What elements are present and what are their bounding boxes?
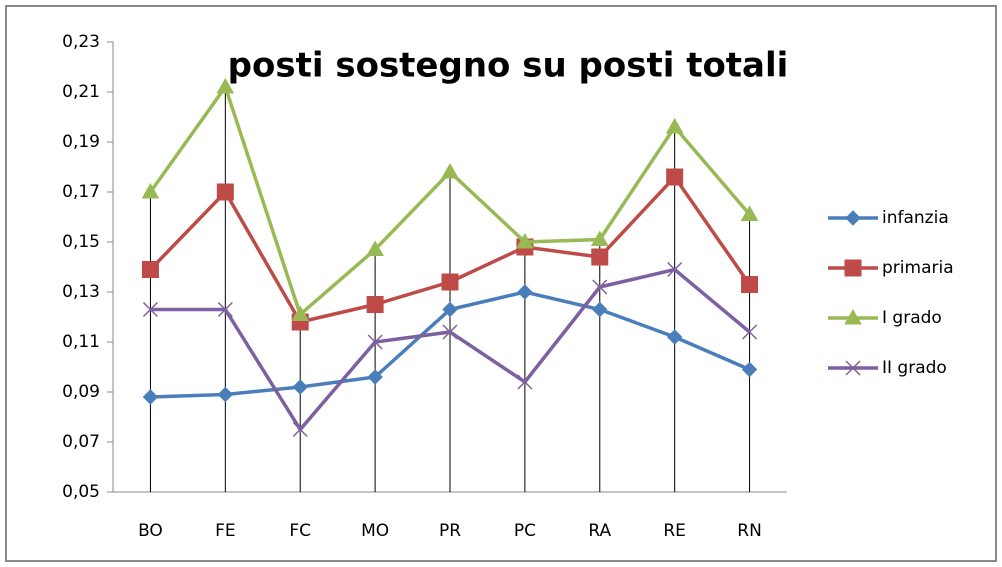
legend-marker (844, 259, 862, 277)
y-tick-label: 0,05 (62, 482, 100, 502)
x-tick-label: RN (737, 521, 762, 541)
data-point (142, 389, 159, 405)
data-point (442, 324, 458, 340)
data-point (217, 301, 233, 318)
y-tick-label: 0,21 (62, 82, 100, 102)
x-tick-label: RE (663, 521, 686, 541)
data-point (441, 273, 459, 291)
data-point (740, 205, 759, 221)
y-tick-label: 0,17 (62, 182, 100, 202)
legend-marker (844, 308, 862, 325)
data-point (517, 284, 533, 300)
x-tick-label: PR (439, 521, 461, 541)
data-point (292, 379, 308, 395)
data-point (742, 324, 758, 340)
legend-marker (845, 210, 861, 226)
data-point (366, 296, 384, 313)
chart-frame (5, 5, 997, 562)
y-tick-label: 0,07 (62, 432, 100, 452)
y-tick-label: 0,15 (62, 232, 100, 252)
data-point (142, 301, 158, 318)
data-point (592, 301, 608, 318)
x-tick-label: RA (588, 521, 611, 541)
data-point (141, 182, 160, 199)
data-point (592, 279, 608, 295)
y-tick-label: 0,11 (62, 332, 100, 352)
data-point (517, 374, 533, 390)
legend-marker (845, 360, 861, 376)
data-point (590, 230, 609, 246)
data-point (741, 276, 759, 293)
data-point (292, 421, 308, 438)
y-tick-label: 0,19 (62, 132, 100, 152)
data-point (442, 301, 458, 318)
data-point (367, 369, 383, 385)
data-point (291, 305, 310, 321)
data-point (667, 261, 683, 278)
data-point (516, 232, 534, 249)
data-point (366, 240, 384, 256)
y-tick-label: 0,09 (62, 382, 100, 402)
x-tick-label: FC (289, 521, 311, 541)
y-tick-label: 0,13 (62, 282, 100, 302)
y-tick-label: 0,23 (62, 32, 100, 52)
data-point (141, 261, 159, 278)
x-tick-label: BO (138, 521, 163, 541)
chart-title: posti sostegno su posti totali (228, 46, 789, 86)
data-point (666, 329, 683, 345)
data-point (216, 77, 235, 94)
x-tick-label: MO (361, 521, 389, 541)
data-point (741, 361, 758, 378)
data-point (441, 162, 459, 179)
data-point (591, 248, 609, 266)
x-tick-label: PC (514, 521, 536, 541)
x-tick-label: FE (215, 521, 236, 541)
data-point (367, 334, 383, 350)
data-point (666, 168, 684, 186)
legend-label: I grado (882, 308, 942, 328)
data-point (216, 183, 234, 201)
legend-label: II grado (882, 358, 947, 378)
data-point (217, 386, 234, 403)
legend-label: primaria (882, 258, 954, 278)
data-point (665, 117, 684, 134)
legend-label: infanzia (882, 208, 949, 228)
